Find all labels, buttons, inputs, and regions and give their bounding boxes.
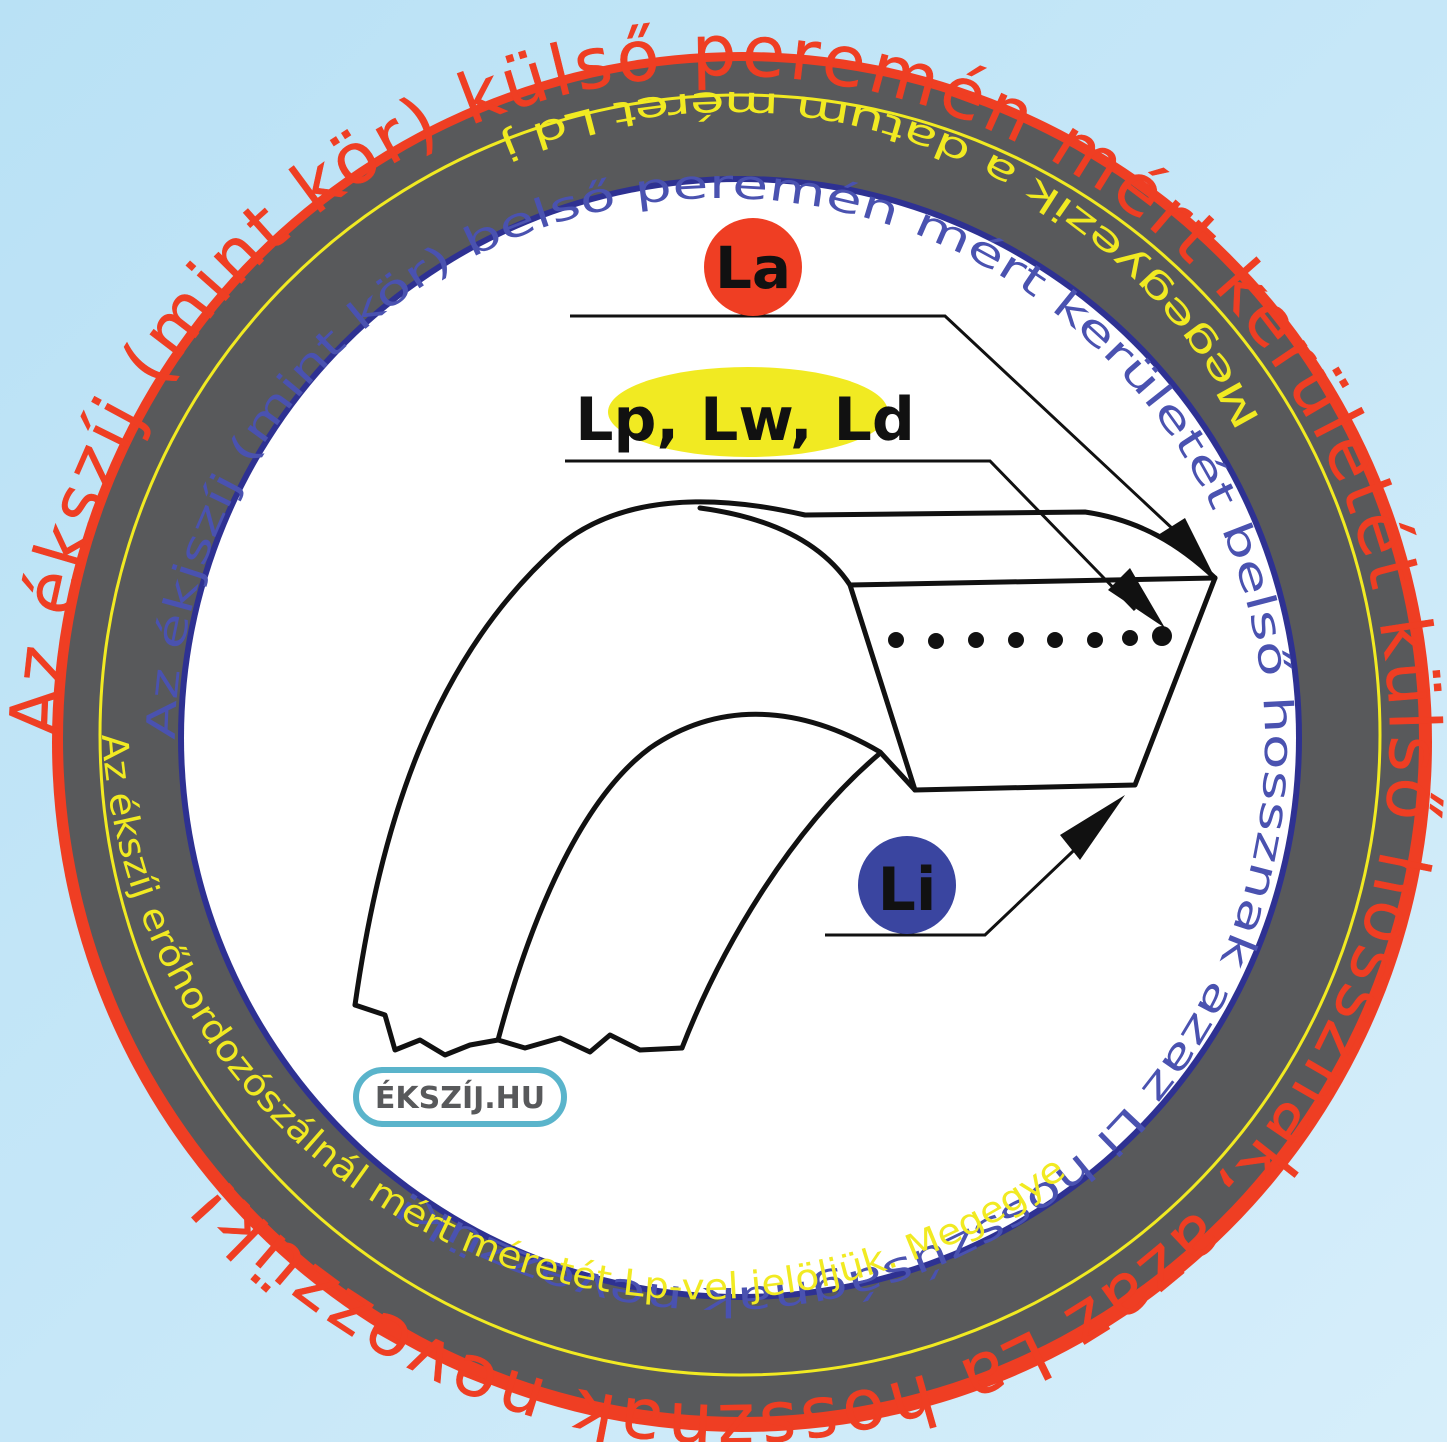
li-arrow-icon [1060, 795, 1125, 860]
belt-outer-arc [352, 499, 1218, 1008]
belt-cross-section [847, 575, 1218, 793]
pitch-dot [928, 633, 944, 649]
pitch-dot [1087, 632, 1103, 648]
la-label: La [715, 234, 791, 302]
belt-inner-arc [495, 711, 918, 1043]
leader-lines [565, 314, 1192, 937]
white-center [184, 182, 1296, 1294]
belt-top-face [697, 505, 1218, 588]
belt-lower-edge [679, 752, 881, 1051]
pitch-dot [1122, 630, 1138, 646]
arrow-heads [1060, 518, 1215, 860]
lp-arrow-icon [1108, 568, 1165, 628]
pitch-dot [1152, 626, 1172, 646]
lp-lw-ld-label: Lp, Lw, Ld [575, 385, 915, 455]
lp-leader [565, 459, 1137, 612]
lp-highlight [608, 367, 888, 457]
la-badge [704, 218, 802, 316]
pitch-dot [888, 632, 904, 648]
li-leader [825, 833, 1092, 937]
pitch-line-dots [888, 626, 1172, 649]
li-label: Li [878, 855, 937, 925]
v-belt-drawing [352, 499, 1218, 1058]
pitch-dot [1008, 632, 1024, 648]
la-leader [570, 314, 1192, 547]
la-arrow-icon [1158, 518, 1215, 578]
pitch-dot [968, 632, 984, 648]
logo-text: ÉKSZÍJ.HU [375, 1080, 545, 1116]
belt-torn-end [352, 1002, 685, 1058]
yellow-ring [98, 93, 1382, 1377]
ekszij-logo: ÉKSZÍJ.HU [353, 1067, 567, 1127]
pitch-dot [1047, 632, 1063, 648]
li-badge [858, 836, 956, 934]
